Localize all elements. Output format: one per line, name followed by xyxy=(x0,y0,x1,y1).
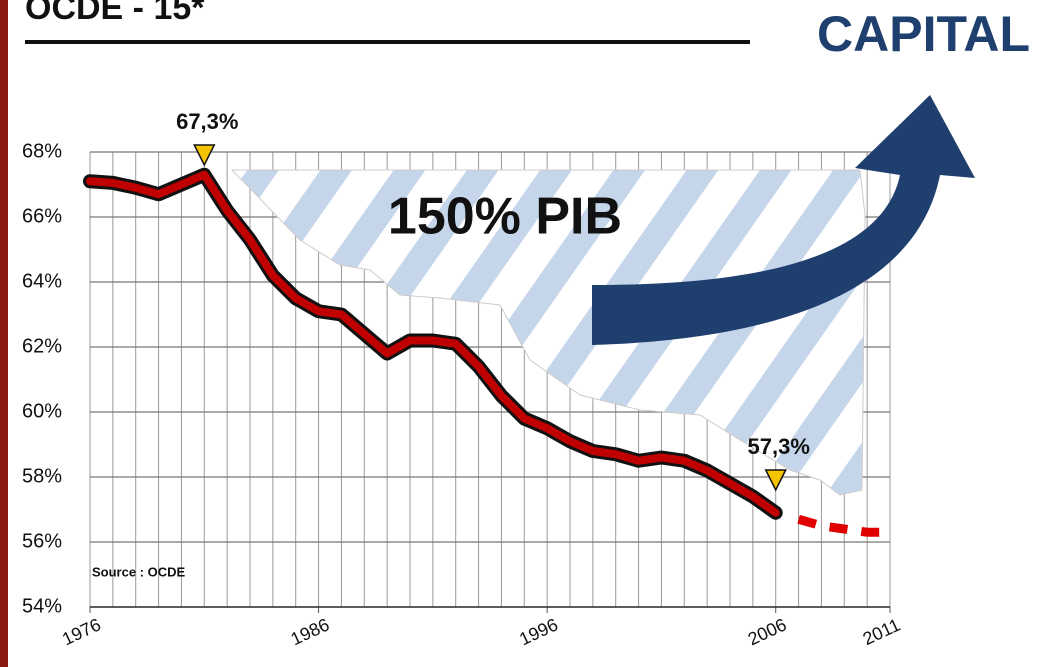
annotation-label: 67,3% xyxy=(176,109,238,134)
y-tick-label: 58% xyxy=(22,465,62,487)
annotation-marker xyxy=(194,145,214,165)
annotation-marker xyxy=(766,470,786,490)
chart-title: OCDE - 15* xyxy=(25,0,205,27)
brand: CAPITAL xyxy=(817,6,1030,62)
y-tick-label: 66% xyxy=(22,205,62,227)
y-tick-label: 56% xyxy=(22,530,62,552)
x-tick-label: 2006 xyxy=(745,614,790,649)
x-tick-label: 1996 xyxy=(516,614,561,649)
x-tick-label: 1986 xyxy=(288,614,333,649)
source: Source : OCDE xyxy=(92,564,186,579)
area-label: 150% PIB xyxy=(388,188,622,246)
y-tick-label: 68% xyxy=(22,140,62,162)
y-tick-label: 54% xyxy=(22,595,62,617)
x-tick-label: 2011 xyxy=(860,615,904,649)
y-tick-label: 64% xyxy=(22,270,62,292)
x-tick-label: 1976 xyxy=(59,614,104,649)
y-tick-label: 60% xyxy=(22,400,62,422)
annotation-label: 57,3% xyxy=(748,434,810,459)
left-border xyxy=(0,0,8,667)
chart: OCDE - 15* CAPITAL 54% 56% 58% 60% 62% 64% 66%… xyxy=(0,0,1048,667)
y-tick-label: 62% xyxy=(22,335,62,357)
